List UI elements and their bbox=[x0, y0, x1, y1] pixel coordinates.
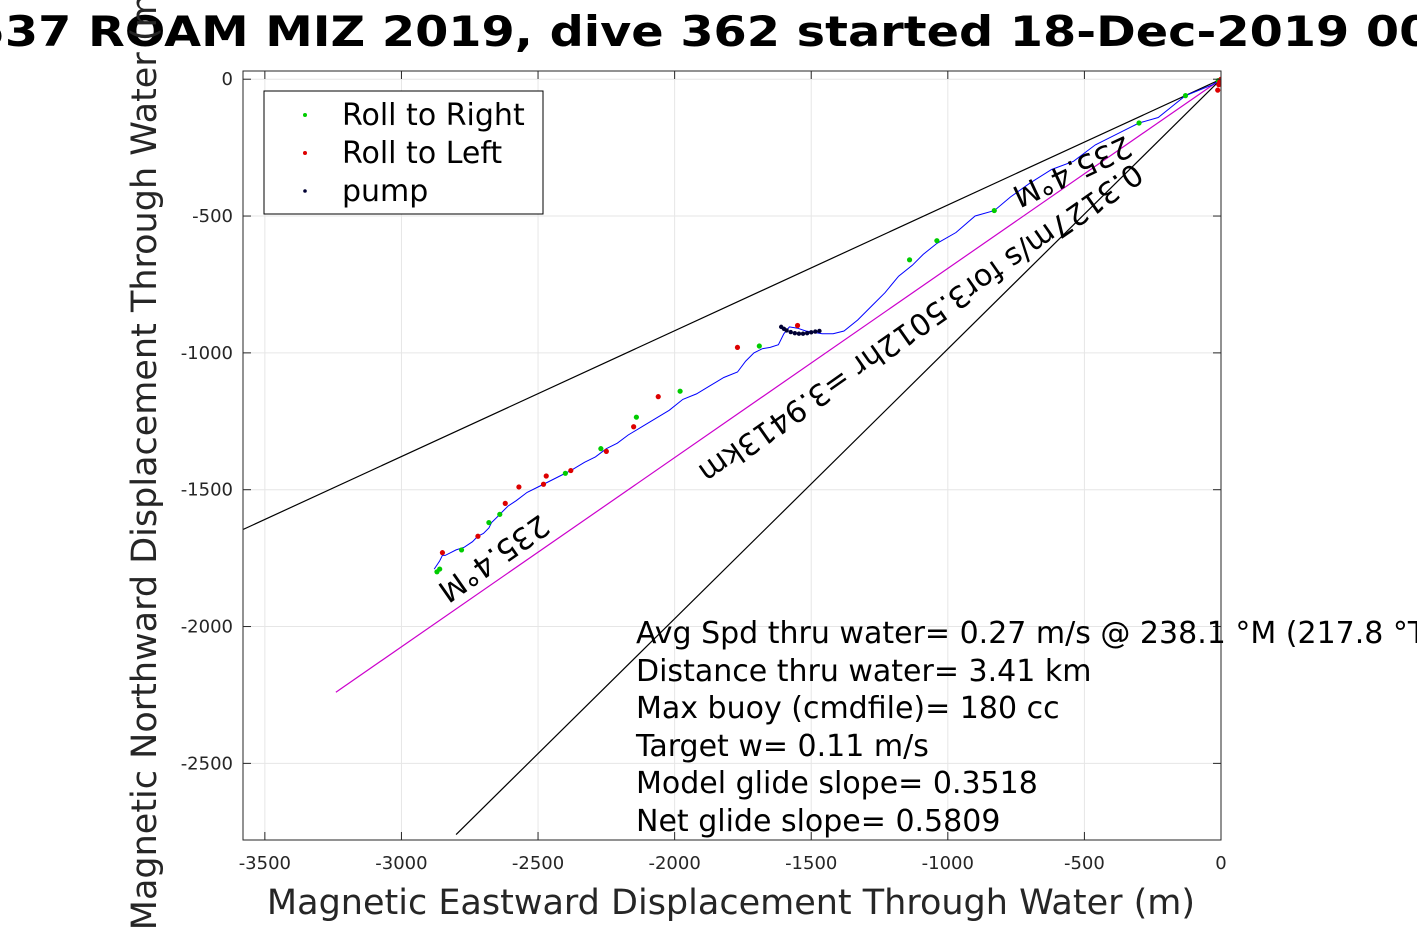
pump-point bbox=[800, 331, 806, 336]
x-tick-label: -2000 bbox=[648, 853, 700, 874]
roll-right-point bbox=[598, 446, 604, 452]
y-tick-label: -500 bbox=[192, 206, 233, 227]
roll-left-point bbox=[794, 322, 801, 329]
roll-right-point bbox=[991, 207, 997, 214]
x-tick-label: -1000 bbox=[922, 853, 974, 874]
x-tick-label: -2500 bbox=[512, 853, 564, 874]
y-tick-label: -2000 bbox=[181, 617, 233, 638]
roll-right-point bbox=[1136, 120, 1142, 126]
roll-right-point bbox=[486, 519, 492, 526]
stat-distance: Distance thru water= 3.41 km bbox=[636, 654, 1091, 689]
roll-right-point bbox=[934, 238, 940, 244]
x-tick-label: -1500 bbox=[785, 853, 837, 874]
roll-left-point bbox=[1216, 82, 1221, 88]
x-tick-label: -500 bbox=[1064, 853, 1105, 874]
x-axis-label: Magnetic Eastward Displacement Through W… bbox=[267, 883, 1195, 923]
y-tick-label: -1500 bbox=[181, 480, 233, 501]
pump-point bbox=[778, 324, 784, 330]
stat-model-glide-slope: Model glide slope= 0.3518 bbox=[636, 766, 1038, 801]
net-displacement-line bbox=[335, 78, 1221, 693]
pump-point bbox=[796, 331, 802, 336]
stat-net-glide-slope: Net glide slope= 0.5809 bbox=[636, 804, 1000, 839]
pump-point bbox=[792, 330, 798, 336]
legend: Roll to Right Roll to Left pump bbox=[263, 90, 544, 215]
glider-track-line bbox=[433, 78, 1221, 570]
roll-left-point bbox=[540, 481, 547, 487]
reference-lines bbox=[243, 78, 1221, 835]
x-tick-label: -3000 bbox=[375, 853, 427, 874]
roll-right-point bbox=[756, 343, 762, 349]
stat-max-buoy: Max buoy (cmdfile)= 180 cc bbox=[636, 691, 1060, 726]
pump-point bbox=[813, 329, 818, 334]
stat-avg-speed: Avg Spd thru water= 0.27 m/s @ 238.1 °M … bbox=[636, 616, 1417, 651]
roll-left-point bbox=[568, 467, 574, 474]
chart-title: SG537 ROAM MIZ 2019, dive 362 started 18… bbox=[0, 7, 1417, 56]
legend-marker-roll-right bbox=[303, 113, 307, 117]
legend-label-roll-left: Roll to Left bbox=[342, 136, 502, 171]
roll-left-point bbox=[631, 424, 637, 430]
markers-layer bbox=[434, 76, 1221, 575]
roll-right-point bbox=[906, 257, 913, 263]
roll-right-point bbox=[1182, 93, 1189, 99]
roll-left-point bbox=[439, 550, 446, 556]
pump-point bbox=[804, 330, 810, 336]
legend-marker-pump bbox=[303, 189, 307, 193]
y-axis-label: Magnetic Northward Displacement Through … bbox=[125, 0, 165, 930]
roll-right-point bbox=[458, 547, 465, 553]
upper-bound-line bbox=[243, 78, 1221, 531]
roll-left-point bbox=[655, 394, 661, 400]
pump-point bbox=[788, 329, 793, 335]
y-tick-label: -2500 bbox=[181, 753, 233, 774]
roll-right-point bbox=[677, 388, 683, 394]
roll-left-point bbox=[1215, 87, 1221, 93]
roll-left-point bbox=[502, 500, 508, 506]
roll-right-point bbox=[633, 414, 639, 420]
lower-bound-line bbox=[455, 78, 1221, 835]
x-tick-label: -3500 bbox=[239, 853, 291, 874]
roll-left-point bbox=[603, 448, 609, 454]
legend-marker-roll-left bbox=[303, 151, 307, 155]
stat-target-w: Target w= 0.11 m/s bbox=[635, 729, 929, 764]
roll-left-point bbox=[543, 473, 549, 479]
legend-box bbox=[263, 90, 544, 215]
track-layer bbox=[433, 78, 1221, 570]
y-tick-label: 0 bbox=[222, 69, 233, 90]
pump-point bbox=[809, 330, 814, 335]
pump-point bbox=[817, 328, 822, 334]
roll-right-point bbox=[434, 569, 440, 575]
roll-left-point bbox=[734, 344, 741, 351]
x-tick-label: 0 bbox=[1215, 853, 1226, 874]
y-tick-label: -1000 bbox=[181, 343, 233, 364]
roll-left-point bbox=[516, 484, 522, 490]
x-axis-ticks: -3500 -3000 -2500 -2000 -1500 -1000 -500 0 bbox=[239, 71, 1227, 874]
roll-right-point bbox=[497, 511, 503, 517]
roll-right-point bbox=[562, 470, 568, 476]
axes-box bbox=[242, 70, 1222, 841]
legend-label-pump: pump bbox=[342, 174, 428, 209]
roll-left-point bbox=[475, 533, 481, 539]
legend-label-roll-right: Roll to Right bbox=[342, 98, 525, 133]
stats-block: Avg Spd thru water= 0.27 m/s @ 238.1 °M … bbox=[635, 616, 1417, 839]
y-axis-ticks: 0 -500 -1000 -1500 -2000 -2500 bbox=[181, 69, 1221, 774]
